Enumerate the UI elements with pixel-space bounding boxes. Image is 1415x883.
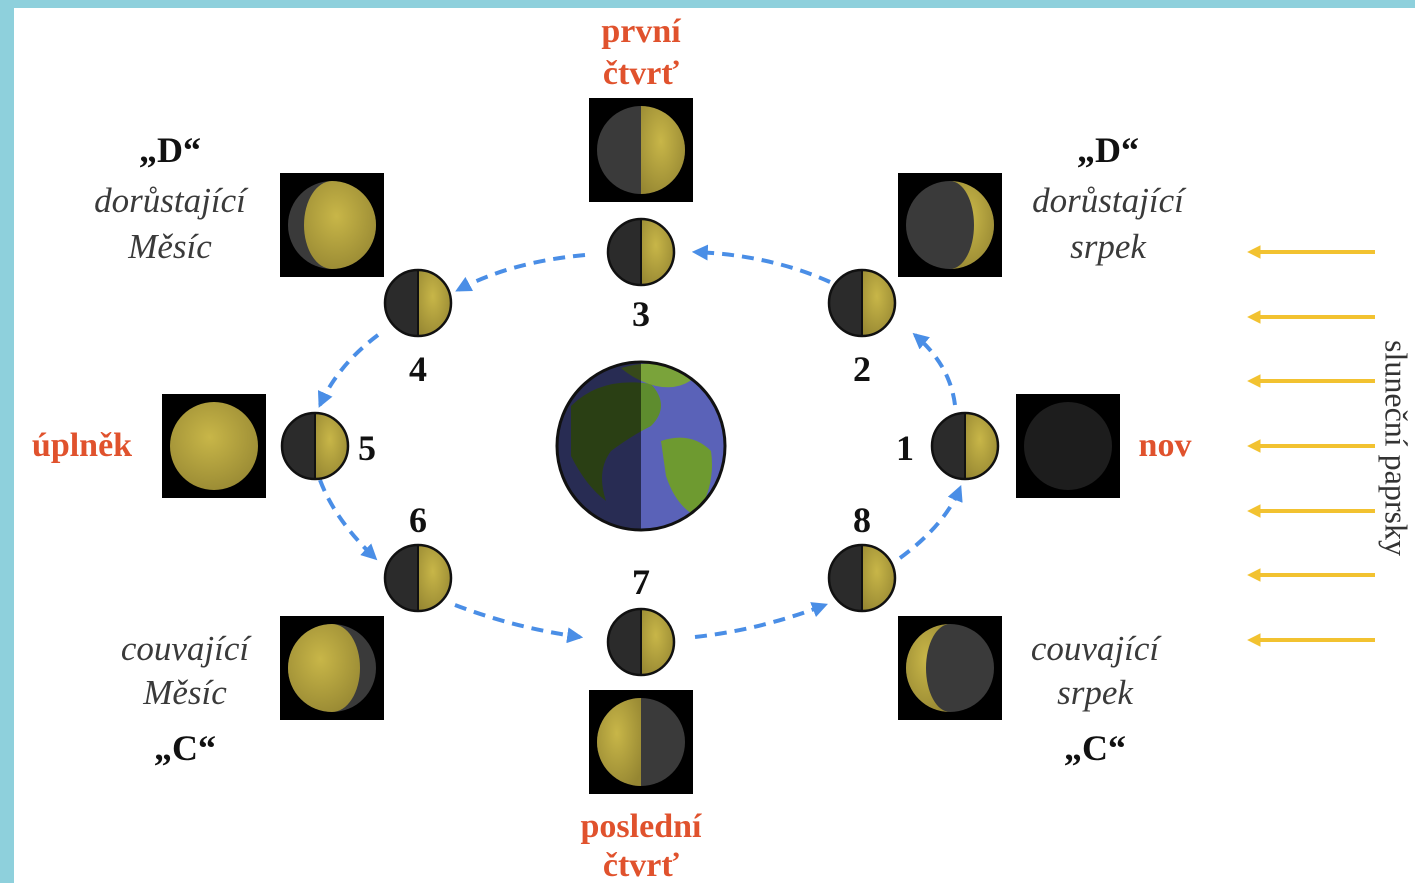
- orbit-arrow-7-8: [694, 602, 828, 639]
- phase-box-new-moon: [1016, 394, 1120, 498]
- orbit-arrow-6-7: [454, 603, 584, 644]
- moon-position-2: [827, 268, 897, 338]
- orbit-arrow-8-1: [898, 485, 963, 560]
- waning-crescent-label-line1: couvající: [1031, 629, 1163, 668]
- orbit-arrows: [317, 244, 963, 644]
- orbit-arrow-4-5: [317, 333, 380, 408]
- position-number-8: 8: [853, 500, 871, 540]
- orbit-arrow-5-6: [318, 479, 378, 561]
- moon-position-4: [383, 268, 453, 338]
- waning-crescent-label-line2: srpek: [1057, 673, 1134, 712]
- position-number-2: 2: [853, 349, 871, 389]
- position-number-7: 7: [632, 562, 650, 602]
- phase-box-waxing-crescent: [898, 173, 1002, 277]
- position-number-3: 3: [632, 294, 650, 334]
- phase-box-full-moon: [162, 394, 266, 498]
- moon-position-6: [383, 543, 453, 613]
- earth-icon: [555, 360, 727, 532]
- position-number-4: 4: [409, 349, 427, 389]
- orbit-arrow-2-3: [691, 244, 831, 284]
- moon-position-1: [930, 411, 1000, 481]
- last-quarter-label-line2: čtvrť: [603, 847, 680, 883]
- phase-box-waning-crescent: [898, 616, 1002, 720]
- phase-box-waxing-gibbous: [280, 173, 384, 277]
- first-quarter-label-line2: čtvrť: [603, 55, 680, 92]
- sun-rays: [1247, 245, 1375, 647]
- moon-position-7: [606, 607, 676, 677]
- position-number-5: 5: [358, 428, 376, 468]
- waxing-gibbous-label-line1: dorůstající: [94, 181, 249, 220]
- first-quarter-label-line1: první: [601, 13, 681, 50]
- position-number-6: 6: [409, 500, 427, 540]
- position-number-1: 1: [896, 428, 914, 468]
- waning-crescent-mark: „C“: [1064, 728, 1126, 768]
- new-moon-label: nov: [1139, 427, 1192, 464]
- orbit-arrow-1-2: [912, 332, 957, 406]
- sun-rays-label: sluneční paprsky: [1379, 340, 1415, 556]
- waning-gibbous-label-line1: couvající: [121, 629, 253, 668]
- full-moon-label: úplněk: [32, 427, 132, 464]
- moon-position-5: [280, 411, 350, 481]
- phase-box-first-quarter: [589, 98, 693, 202]
- waxing-gibbous-label-line2: Měsíc: [127, 227, 212, 266]
- last-quarter-label-line1: poslední: [581, 808, 702, 845]
- moon-position-8: [827, 543, 897, 613]
- orbit-moons: [280, 217, 1000, 677]
- phase-box-last-quarter: [589, 690, 693, 794]
- orbit-arrow-3-4: [455, 253, 586, 292]
- waning-gibbous-label-line2: Měsíc: [142, 673, 227, 712]
- position-numbers: 1 2 3 4 5 6 7 8: [358, 294, 914, 602]
- waxing-crescent-label-line1: dorůstající: [1032, 181, 1187, 220]
- moon-position-3: [606, 217, 676, 287]
- phase-boxes: [162, 98, 1120, 794]
- waxing-crescent-label-line2: srpek: [1070, 227, 1147, 266]
- waxing-crescent-mark: „D“: [1077, 130, 1139, 170]
- waning-gibbous-mark: „C“: [154, 728, 216, 768]
- waxing-gibbous-mark: „D“: [139, 130, 201, 170]
- phase-box-waning-gibbous: [280, 616, 384, 720]
